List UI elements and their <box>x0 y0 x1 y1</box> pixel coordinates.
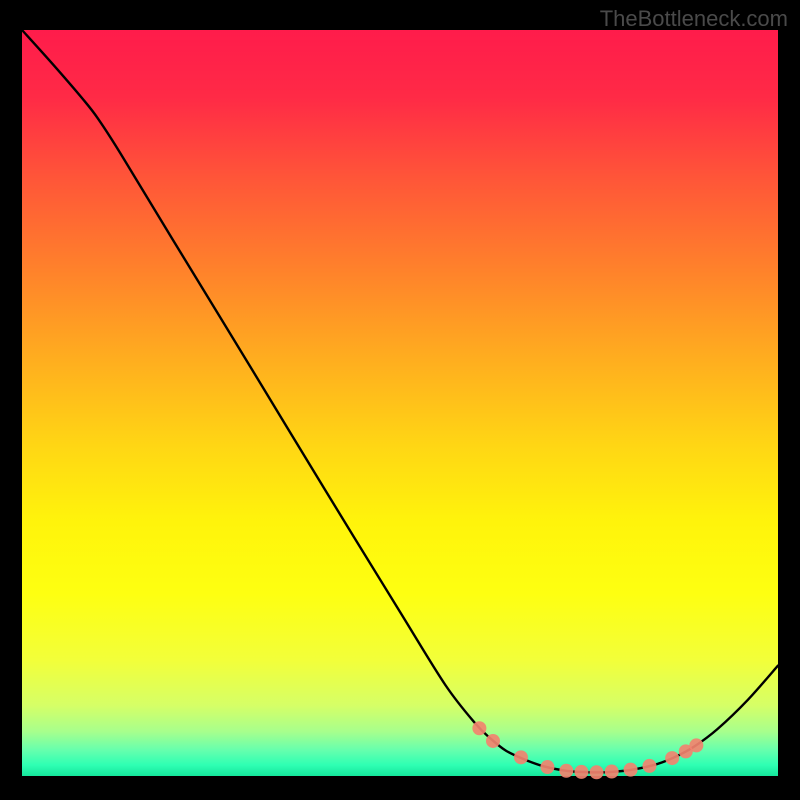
data-marker <box>559 764 573 778</box>
chart-frame: TheBottleneck.com <box>0 0 800 800</box>
watermark-text: TheBottleneck.com <box>600 6 788 32</box>
data-marker <box>605 765 619 779</box>
bottleneck-curve <box>22 30 778 772</box>
data-marker <box>486 734 500 748</box>
data-marker <box>472 721 486 735</box>
data-marker <box>689 738 703 752</box>
data-marker <box>514 750 528 764</box>
data-marker <box>590 765 604 779</box>
data-marker <box>540 760 554 774</box>
data-marker <box>642 759 656 773</box>
data-marker <box>665 751 679 765</box>
data-marker <box>574 765 588 779</box>
curve-layer <box>22 30 778 776</box>
data-marker <box>624 763 638 777</box>
plot-area <box>22 30 778 776</box>
